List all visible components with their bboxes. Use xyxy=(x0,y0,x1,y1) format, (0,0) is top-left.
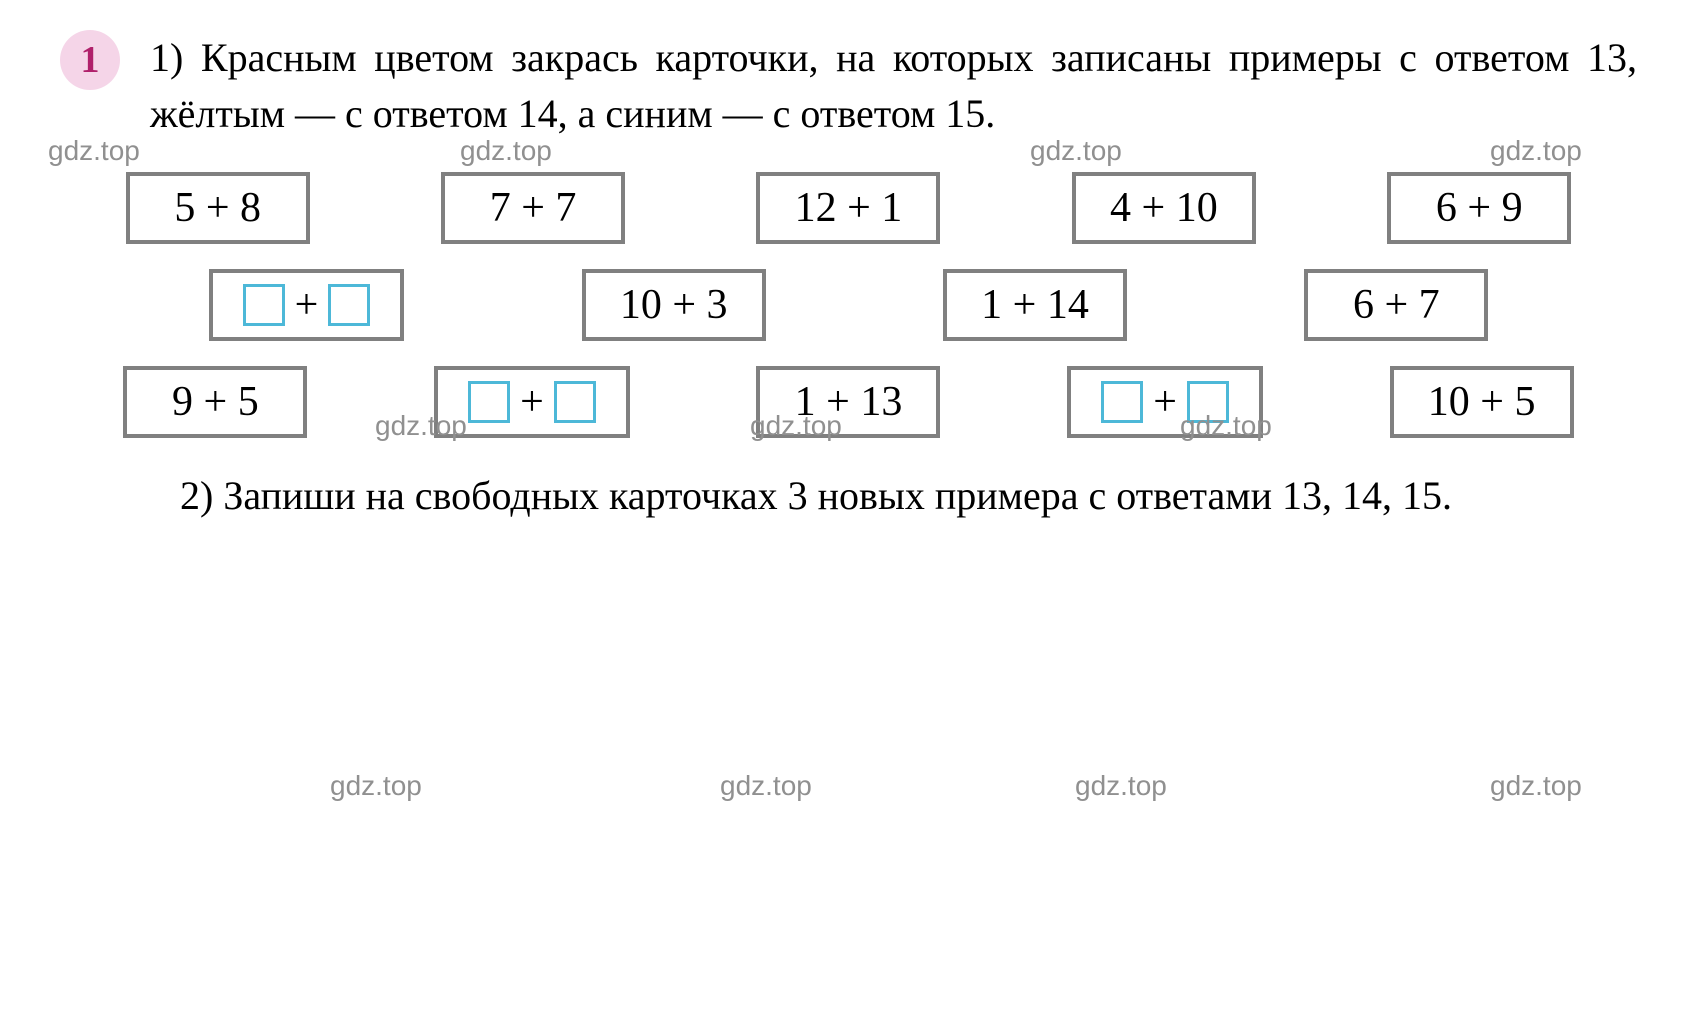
math-expression: 12 + 1 xyxy=(795,184,903,232)
plus-sign: + xyxy=(295,281,319,329)
blank-box-icon xyxy=(243,284,285,326)
math-card-blank: + xyxy=(434,366,630,438)
blank-box-icon xyxy=(1187,381,1229,423)
math-expression: 7 + 7 xyxy=(490,184,577,232)
blank-box-icon xyxy=(554,381,596,423)
math-expression: 9 + 5 xyxy=(172,378,259,426)
blank-box-icon xyxy=(1101,381,1143,423)
math-card: 1 + 14 xyxy=(943,269,1127,341)
math-expression: 6 + 7 xyxy=(1353,281,1440,329)
math-expression: 10 + 5 xyxy=(1428,378,1536,426)
math-expression: 1 + 13 xyxy=(795,378,903,426)
math-card: 6 + 9 xyxy=(1387,172,1571,244)
instruction-1-text: Красным цветом закрась карточки, на кото… xyxy=(150,35,1637,136)
instruction-2-prefix: 2) xyxy=(180,473,223,518)
math-card: 4 + 10 xyxy=(1072,172,1256,244)
math-card: 7 + 7 xyxy=(441,172,625,244)
math-card: 9 + 5 xyxy=(123,366,307,438)
plus-sign: + xyxy=(1153,378,1177,426)
math-expression: 5 + 8 xyxy=(174,184,261,232)
math-card: 1 + 13 xyxy=(756,366,940,438)
blank-box-icon xyxy=(468,381,510,423)
exercise-header: 1 1) Красным цветом закрась карточки, на… xyxy=(60,30,1637,142)
math-card-blank: + xyxy=(1067,366,1263,438)
watermark: gdz.top xyxy=(330,770,422,802)
math-expression: 10 + 3 xyxy=(620,281,728,329)
math-expression: 1 + 14 xyxy=(981,281,1089,329)
instruction-2-text: Запиши на свободных карточках 3 новых пр… xyxy=(223,473,1452,518)
exercise-container: 1 1) Красным цветом закрась карточки, на… xyxy=(60,30,1637,524)
watermark: gdz.top xyxy=(1075,770,1167,802)
instruction-1-prefix: 1) xyxy=(150,35,201,80)
card-row-2: + 10 + 3 1 + 14 6 + 7 xyxy=(60,269,1637,341)
watermark: gdz.top xyxy=(1490,770,1582,802)
watermark: gdz.top xyxy=(720,770,812,802)
math-card: 10 + 3 xyxy=(582,269,766,341)
exercise-number-badge: 1 xyxy=(60,30,120,90)
math-expression: 4 + 10 xyxy=(1110,184,1218,232)
math-card-blank: + xyxy=(209,269,405,341)
blank-box-icon xyxy=(328,284,370,326)
math-card: 12 + 1 xyxy=(756,172,940,244)
math-card: 10 + 5 xyxy=(1390,366,1574,438)
math-card: 6 + 7 xyxy=(1304,269,1488,341)
card-row-1: 5 + 8 7 + 7 12 + 1 4 + 10 6 + 9 xyxy=(60,172,1637,244)
math-expression: 6 + 9 xyxy=(1436,184,1523,232)
exercise-number-text: 1 xyxy=(81,38,100,82)
instruction-2: 2) Запиши на свободных карточках 3 новых… xyxy=(180,468,1637,524)
math-card: 5 + 8 xyxy=(126,172,310,244)
card-row-3: 9 + 5 + 1 + 13 + 10 + 5 xyxy=(60,366,1637,438)
instruction-1: 1) Красным цветом закрась карточки, на к… xyxy=(150,30,1637,142)
cards-container: 5 + 8 7 + 7 12 + 1 4 + 10 6 + 9 + 10 + 3… xyxy=(60,172,1637,438)
plus-sign: + xyxy=(520,378,544,426)
